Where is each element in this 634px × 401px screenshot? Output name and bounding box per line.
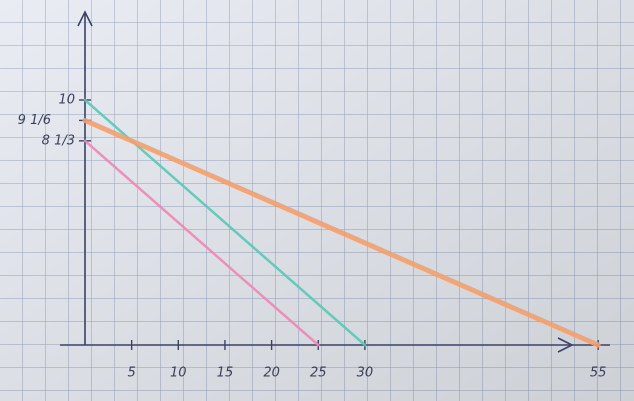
y-tick-label: 8 1/3 xyxy=(42,133,75,148)
page: 51015202530558 1/39 1/610 (() => { const… xyxy=(0,0,634,401)
x-tick-label: 5 xyxy=(128,366,136,381)
x-tick-label: 25 xyxy=(310,366,327,381)
y-tick-label: 10 xyxy=(58,93,75,108)
paper-shade xyxy=(0,0,634,401)
x-tick-label: 30 xyxy=(357,366,374,381)
x-tick-label: 10 xyxy=(170,366,187,381)
x-tick-label: 20 xyxy=(263,366,280,381)
chart: 5 10 15 20 25 30 55 8 1/3 9 1/6 10 xyxy=(0,0,634,401)
y-tick-label: 9 1/6 xyxy=(18,113,51,128)
x-tick-label: 55 xyxy=(590,366,607,381)
x-tick-label: 15 xyxy=(217,366,234,381)
